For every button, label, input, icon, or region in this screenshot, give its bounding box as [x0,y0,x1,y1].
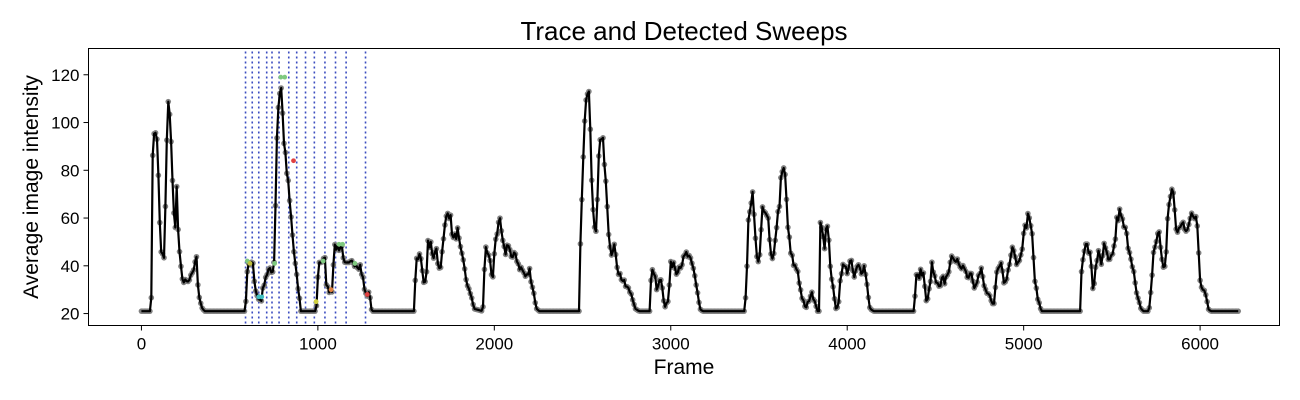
trace-line [141,86,1239,313]
x-tick-label: 4000 [828,335,866,354]
plot-frame [88,48,1280,326]
sweep-marker-4 [272,261,278,266]
sweep-marker-14 [364,292,370,297]
x-axis-ticks: 0 1000 2000 3000 4000 5000 6000 [137,325,1219,354]
plot-area [88,48,1280,326]
sweep-markers [244,74,370,305]
x-tick-label: 2000 [475,335,513,354]
sweep-marker-5 [278,74,284,80]
trace-points [138,85,1242,314]
chart-title: Trace and Detected Sweeps [520,16,847,46]
sweep-marker-6 [282,74,288,80]
sweep-marker-12 [340,241,345,247]
x-tick-label: 5000 [1005,335,1043,354]
y-tick-label: 60 [61,209,80,228]
sweep-marker-13 [352,261,358,266]
sweep-marker-3 [259,294,265,300]
sweep-marker-7 [291,158,296,164]
x-tick-label: 1000 [299,335,337,354]
sweep-marker-10 [328,287,334,293]
sweep-marker-9 [320,258,326,264]
y-tick-label: 40 [61,257,80,276]
x-axis-label: Frame [654,356,715,379]
x-tick-label: 3000 [652,335,690,354]
sweep-lines [244,51,367,326]
y-tick-label: 20 [61,305,80,324]
y-tick-label: 80 [61,161,80,180]
sweep-marker-8 [313,299,319,305]
y-axis-ticks: 20 40 60 80 100 120 [51,66,89,324]
x-tick-label: 0 [137,335,146,354]
y-tick-label: 100 [51,114,79,133]
trace-point [1235,308,1242,314]
y-axis-label: Average image intensity [20,75,43,299]
y-tick-label: 120 [51,66,79,85]
sweep-marker-11 [336,241,342,247]
x-tick-label: 6000 [1181,335,1219,354]
sweep-marker-1 [247,261,253,266]
